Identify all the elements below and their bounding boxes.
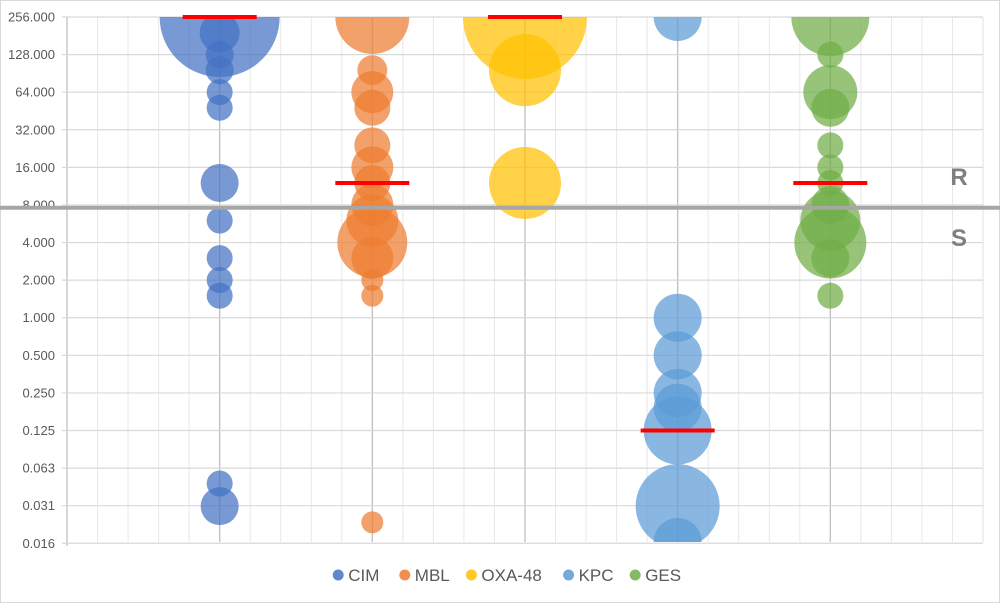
bubble-mbl (361, 284, 384, 307)
bubble-mbl (335, 17, 410, 54)
bubble-cim (205, 56, 234, 85)
legend-item-oxa-48: OXA-48 (465, 566, 542, 585)
bubbles (159, 17, 870, 542)
legend-label: GES (645, 566, 681, 585)
bubble-cim (206, 245, 233, 272)
bubble-kpc (653, 293, 702, 342)
legend-item-cim: CIM (332, 566, 379, 585)
bubble-ges (811, 239, 850, 278)
median-markers (182, 15, 868, 433)
legend-label: KPC (579, 566, 614, 585)
y-tick-label: 0.500 (22, 348, 55, 363)
y-tick-label: 0.031 (22, 498, 55, 513)
legend-marker (563, 569, 575, 581)
y-tick-label: 1.000 (22, 310, 55, 325)
legend-marker (399, 569, 411, 581)
bubble-cim (199, 17, 240, 53)
y-tick-label: 0.250 (22, 385, 55, 400)
legend-marker (332, 569, 344, 581)
legend-item-ges: GES (629, 566, 681, 585)
bubble-ges (817, 132, 844, 159)
y-tick-label: 64.000 (15, 85, 55, 100)
y-tick-label: 0.063 (22, 461, 55, 476)
y-tick-label: 0.016 (22, 536, 55, 551)
legend-label: CIM (348, 566, 379, 585)
legend-marker (629, 569, 641, 581)
bubble-ges (811, 88, 850, 127)
legend-marker (465, 569, 477, 581)
bubble-mbl (361, 511, 384, 534)
bubble-mbl (351, 237, 394, 280)
resistant-label: R (950, 164, 967, 191)
bubble-oxa-48 (489, 146, 561, 219)
legend-label: MBL (415, 566, 450, 585)
legend-label: OXA-48 (481, 566, 541, 585)
bubble-oxa-48 (489, 34, 561, 107)
bubble-cim (206, 282, 233, 309)
susceptible-label: S (951, 225, 967, 252)
bubble-cim (206, 207, 233, 234)
bubble-cim (200, 487, 239, 526)
y-tick-label: 4.000 (22, 235, 55, 250)
y-axis-tick-labels: 256.000 128.000 64.000 32.000 16.000 8.000 4.0… (8, 10, 55, 551)
y-tick-label: 8.000 (22, 197, 55, 212)
legend: CIM MBL OXA-48 KPC GES (332, 566, 681, 585)
bubble-ges (791, 17, 870, 56)
y-tick-label: 32.000 (15, 122, 55, 137)
y-tick-label: 16.000 (15, 160, 55, 175)
y-tick-label: 2.000 (22, 273, 55, 288)
y-tick-label: 128.000 (8, 47, 55, 62)
y-tick-label: 0.125 (22, 423, 55, 438)
legend-item-mbl: MBL (399, 566, 450, 585)
bubble-mbl (361, 269, 384, 292)
bubble-kpc (653, 331, 702, 380)
bubble-ges (817, 41, 844, 68)
bubble-mbl (354, 89, 391, 126)
bubble-kpc (635, 464, 720, 542)
y-tick-label: 256.000 (8, 10, 55, 25)
bubble-kpc (653, 518, 702, 542)
bubble-ges (817, 282, 844, 309)
bubble-cim (206, 94, 233, 121)
bubble-cim (200, 163, 239, 202)
legend-item-kpc: KPC (563, 566, 614, 585)
bubble-kpc (653, 17, 702, 41)
